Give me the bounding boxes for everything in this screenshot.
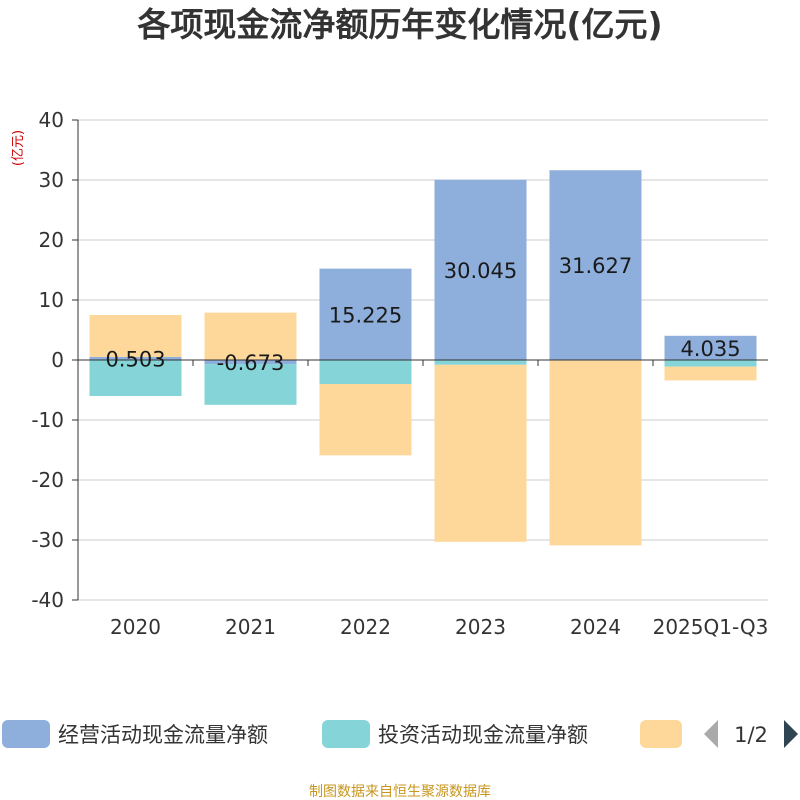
bar-3-2022 — [319, 384, 412, 456]
data-labels-group: 0.503 -0.673 15.225 30.045 31.627 4.035 — [105, 254, 740, 375]
y-tick-label: -40 — [31, 588, 64, 612]
data-label: 15.225 — [329, 303, 402, 327]
y-tick-label: -20 — [31, 468, 64, 492]
data-label: 31.627 — [559, 254, 632, 278]
source-note: 制图数据来自恒生聚源数据库 — [309, 784, 491, 800]
y-axis-unit-label: (亿元) — [11, 130, 26, 166]
data-label: -0.673 — [217, 351, 285, 375]
bar-1-2022 — [319, 268, 412, 360]
x-tick-label: 2020 — [110, 615, 161, 639]
bar-3-2025Q1-Q3 — [664, 366, 757, 381]
bar-2-2023 — [434, 360, 527, 365]
data-label: 0.503 — [105, 347, 165, 371]
y-tick-label: 0 — [51, 348, 64, 372]
data-label: 4.035 — [680, 337, 740, 361]
bar-3-2024 — [549, 360, 642, 546]
bar-1-2023 — [434, 179, 527, 360]
y-tick-label: 10 — [39, 288, 64, 312]
legend-swatch-3[interactable] — [640, 720, 682, 748]
legend-next-page-icon[interactable] — [784, 720, 798, 748]
x-tick-label: 2023 — [455, 615, 506, 639]
y-tick-label: -10 — [31, 408, 64, 432]
bar-2-2022 — [319, 360, 412, 384]
legend-label-1[interactable]: 经营活动现金流量净额 — [58, 723, 268, 747]
legend-prev-page-icon[interactable] — [704, 720, 718, 748]
bar-3-2021 — [204, 312, 297, 360]
bar-3-2020 — [89, 314, 182, 357]
legend-swatch-2[interactable] — [322, 720, 370, 748]
bars-group — [89, 170, 757, 546]
bar-1-2024 — [549, 170, 642, 360]
legend-swatch-1[interactable] — [2, 720, 50, 748]
y-tick-label: -30 — [31, 528, 64, 552]
y-tick-label: 20 — [39, 228, 64, 252]
legend-label-2[interactable]: 投资活动现金流量净额 — [378, 723, 588, 747]
axes-group: 40 30 20 10 0 -10 -20 -30 -40 2020 2021 2022 2023 202… — [31, 108, 768, 639]
bar-1-2020 — [89, 356, 182, 360]
y-tick-label: 40 — [39, 108, 64, 132]
data-label: 30.045 — [444, 259, 517, 283]
bar-2-2025Q1-Q3 — [664, 360, 757, 367]
legend: 经营活动现金流量净额 投资活动现金流量净额 1/2 — [2, 720, 798, 748]
x-tick-label: 2024 — [570, 615, 621, 639]
bar-2-2020 — [89, 360, 182, 396]
x-tick-label: 2022 — [340, 615, 391, 639]
x-tick-label: 2025Q1-Q3 — [653, 615, 769, 639]
x-tick-label: 2021 — [225, 615, 276, 639]
legend-page-indicator: 1/2 — [734, 723, 768, 747]
bar-2-2021 — [204, 364, 297, 405]
bar-1-2025Q1-Q3 — [664, 335, 757, 360]
chart-title: 各项现金流净额历年变化情况(亿元) — [136, 5, 662, 44]
bar-3-2023 — [434, 364, 527, 542]
y-tick-label: 30 — [39, 168, 64, 192]
bar-1-2021 — [204, 360, 297, 365]
